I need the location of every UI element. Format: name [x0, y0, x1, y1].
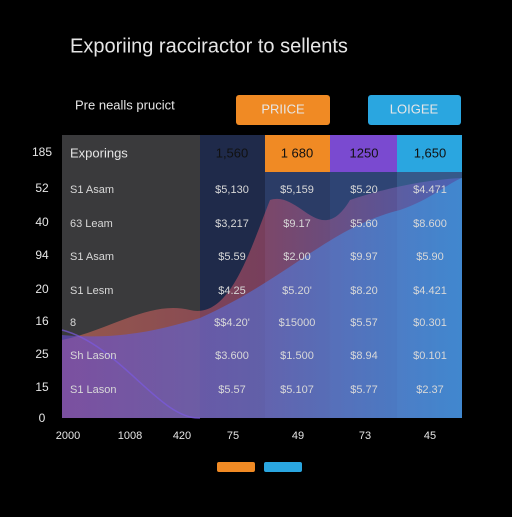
- header-cell: 1 680: [281, 145, 314, 160]
- x-axis-label: 1008: [118, 430, 142, 442]
- value-cell: $2.00: [283, 251, 311, 263]
- x-axis-label: 45: [424, 430, 436, 442]
- value-cell: $5.107: [280, 384, 314, 396]
- value-cell: $$4.20': [214, 317, 250, 329]
- row-label: Sh Lason: [70, 350, 116, 362]
- value-cell: $8.20: [350, 285, 378, 297]
- value-cell: $8.94: [350, 350, 378, 362]
- value-cell: $4.471: [413, 184, 447, 196]
- y-axis-label: 16: [35, 314, 49, 328]
- y-axis-label: 20: [35, 282, 49, 296]
- value-cell: $2.37: [416, 384, 444, 396]
- badge-label: PRIICE: [261, 101, 305, 116]
- header-cell: Exporings: [70, 145, 128, 160]
- wave-edge: [61, 329, 201, 419]
- header-blue: [397, 135, 462, 172]
- row-label: 8: [70, 317, 76, 329]
- y-axis-label: 15: [35, 380, 49, 394]
- value-cell: $5,159: [280, 184, 314, 196]
- legend-blue: [264, 462, 302, 472]
- y-axis-label: 25: [35, 347, 49, 361]
- value-cell: $5.57: [218, 384, 246, 396]
- badge-label: LOIGEE: [390, 101, 439, 116]
- row-label: 63 Leam: [70, 218, 113, 230]
- value-cell: $5.60: [350, 218, 378, 230]
- row-label: S1 Asam: [70, 184, 114, 196]
- value-cell: $9.17: [283, 218, 311, 230]
- value-cell: $5.57: [350, 317, 378, 329]
- area-wave-2: [62, 178, 462, 418]
- x-axis-label: 49: [292, 430, 304, 442]
- row-label: S1 Lason: [70, 384, 116, 396]
- header-orange: [265, 135, 330, 172]
- legend-orange: [217, 462, 255, 472]
- value-cell: $5.20: [350, 184, 378, 196]
- title: Exporiing racciractor to sellents: [70, 35, 348, 57]
- value-cell: $5.77: [350, 384, 378, 396]
- y-axis-label: 52: [35, 181, 49, 195]
- value-cell: $5.59: [218, 251, 246, 263]
- x-axis-label: 75: [227, 430, 239, 442]
- row-label: S1 Lesm: [70, 285, 113, 297]
- value-cell: $0.301: [413, 317, 447, 329]
- value-cell: $9.97: [350, 251, 378, 263]
- value-cell: $0.101: [413, 350, 447, 362]
- header-cell: 1,560: [216, 145, 249, 160]
- header-cell: 1,650: [414, 145, 447, 160]
- x-axis-label: 2000: [56, 430, 80, 442]
- subtitle: Pre nealls prucict: [75, 97, 175, 112]
- x-axis-label: 420: [173, 430, 191, 442]
- badge-orange: [236, 95, 330, 125]
- y-axis-label: 40: [35, 215, 49, 229]
- value-cell: $15000: [279, 317, 316, 329]
- x-axis-label: 73: [359, 430, 371, 442]
- value-cell: $5.90: [416, 251, 444, 263]
- row-label: S1 Asam: [70, 251, 114, 263]
- y-axis-label: 185: [32, 145, 52, 159]
- header-purple: [330, 135, 397, 172]
- value-cell: $5.20': [282, 285, 312, 297]
- y-axis-label: 94: [35, 248, 49, 262]
- value-cell: $8.600: [413, 218, 447, 230]
- badge-blue: [368, 95, 461, 125]
- value-cell: $3,217: [215, 218, 249, 230]
- value-cell: $3.600: [215, 350, 249, 362]
- value-cell: $5,130: [215, 184, 249, 196]
- value-cell: $4.25: [218, 285, 246, 297]
- header-cell: 1250: [350, 145, 379, 160]
- y-axis-label: 0: [39, 411, 46, 425]
- value-cell: $4.421: [413, 285, 447, 297]
- value-cell: $1.500: [280, 350, 314, 362]
